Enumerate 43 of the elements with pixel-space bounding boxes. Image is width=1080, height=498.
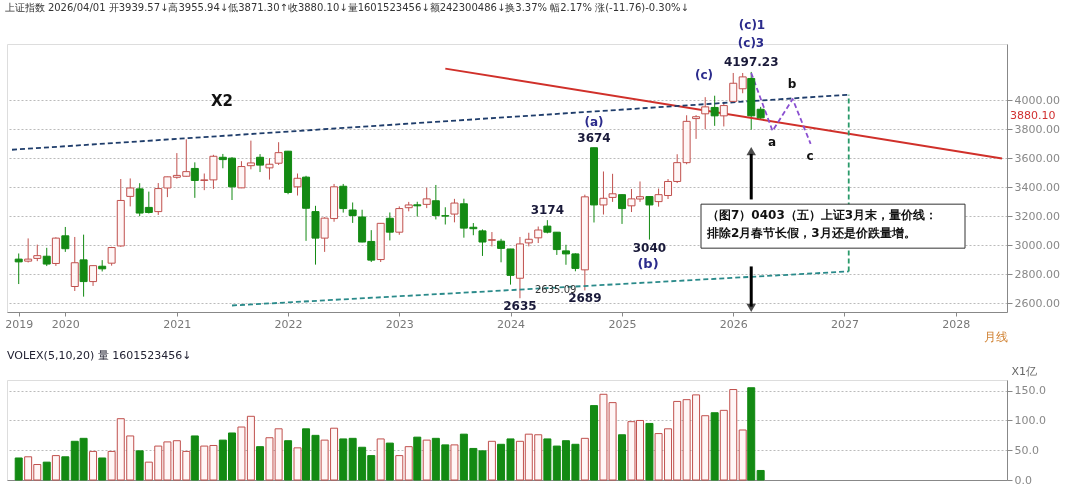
y-tick-label: 3200.00 xyxy=(1014,209,1060,223)
y-tick-label: 0.0 xyxy=(1014,473,1032,487)
x-tick-label: 2027 xyxy=(830,317,859,331)
annotation: 3174 xyxy=(530,203,565,218)
y-tick-label: 4000.00 xyxy=(1014,94,1060,107)
annotation: 3040 xyxy=(632,240,667,255)
y-tick-label: 3600.00 xyxy=(1014,151,1060,165)
y-tick-label: 3400.00 xyxy=(1014,180,1060,194)
x-tick-label: 2026 xyxy=(719,317,748,331)
chart-title: VOLEX(5,10,20) 量 1601523456↓ xyxy=(7,349,192,362)
text: 3880.10 xyxy=(1010,108,1056,122)
annotation: a xyxy=(767,135,777,150)
y-tick-label: 2600.00 xyxy=(1014,296,1060,310)
x-tick-label: 2025 xyxy=(608,317,637,331)
x-axis-title: 月线 xyxy=(983,329,1008,344)
annotation: 2635 xyxy=(503,299,537,314)
x-tick-label: 2021 xyxy=(163,317,192,331)
y-tick-label: 100.0 xyxy=(1014,413,1046,427)
annotation: 4197.23 xyxy=(723,54,779,69)
annotation: c xyxy=(806,149,814,164)
y-tick-label: 2800.00 xyxy=(1014,267,1060,281)
annotation: 排除2月春节长假，3月还是价跌量增。 xyxy=(706,226,916,241)
y-tick-label: 50.0 xyxy=(1014,443,1039,457)
text: (c)1 xyxy=(738,18,766,32)
x-tick-label: 2019 xyxy=(5,317,34,331)
y-tick-label: 150.0 xyxy=(1014,384,1046,398)
annotation: （图7）0403（五）上证3月末，量价线： xyxy=(707,208,938,223)
x-tick-label: 2023 xyxy=(385,317,414,331)
x-tick-label: 2028 xyxy=(942,317,971,331)
y-tick-label: 3800.00 xyxy=(1014,122,1060,136)
annotation: (c)3 xyxy=(737,36,765,51)
x-tick-label: 2024 xyxy=(497,317,525,331)
annotation: (c) xyxy=(694,67,714,82)
annotation: X2 xyxy=(210,92,234,110)
y-tick-label: 3000.00 xyxy=(1014,238,1060,252)
y-axis-title: X1亿 xyxy=(1011,364,1038,378)
annotation: (b) xyxy=(637,256,659,272)
x-tick-label: 2022 xyxy=(274,317,303,331)
annotation: (a) xyxy=(584,115,604,130)
annotation: b xyxy=(787,77,797,92)
x-tick-label: 2020 xyxy=(51,317,80,331)
chart-title: 上证指数 2026/04/01 开3939.57↓高3955.94↓低3871.30↑收3880.10↓量1601523456↓额242300486↓换3.37% 幅2.17% 涨(-11.76)-0.30%↓ xyxy=(4,2,689,13)
annotation: 3674 xyxy=(577,130,611,145)
